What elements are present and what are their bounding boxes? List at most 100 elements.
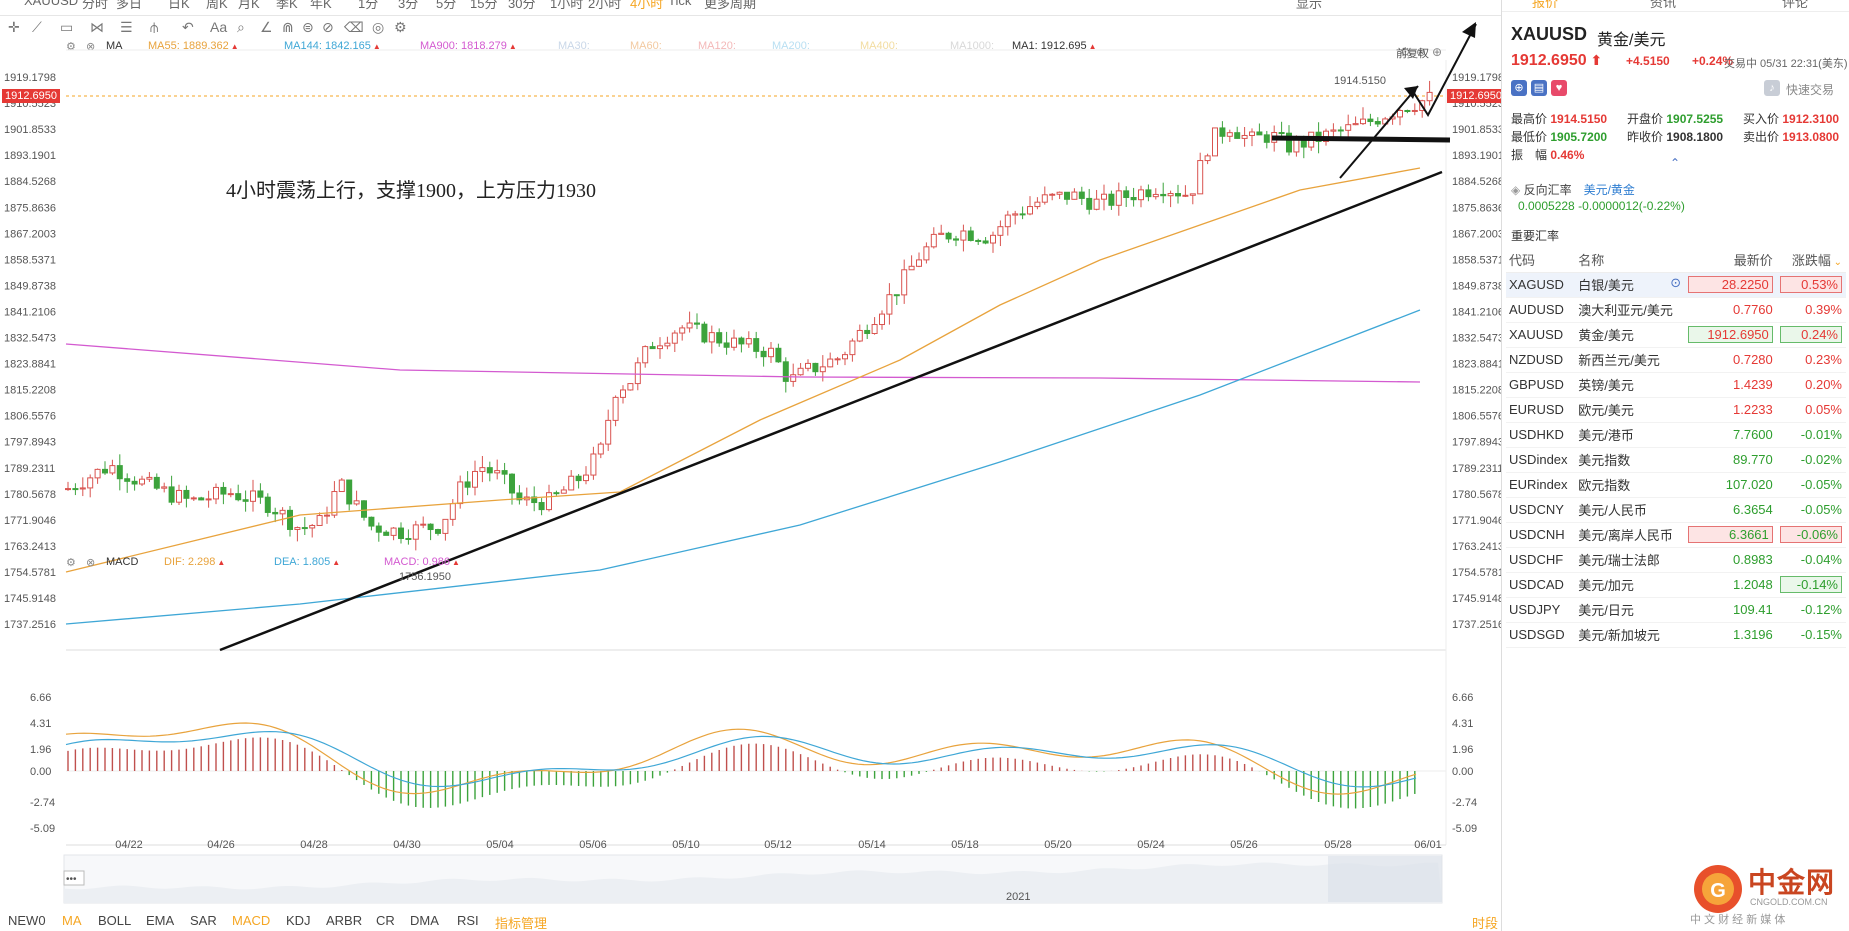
- price-axis-label-right: 1771.9046: [1452, 515, 1501, 527]
- timeframe-16[interactable]: Tick: [668, 0, 692, 8]
- indicator-tab-10[interactable]: RSI: [457, 913, 479, 928]
- timeframe-15[interactable]: 4小时: [630, 0, 664, 11]
- quote-tab-2[interactable]: 评论: [1782, 0, 1809, 10]
- indicator-tab-0[interactable]: NEW0: [8, 913, 46, 928]
- col-price[interactable]: 最新价: [1685, 248, 1777, 273]
- text-tool-icon[interactable]: Aa: [210, 19, 228, 35]
- fib-tool-icon[interactable]: ⋈: [90, 19, 104, 35]
- timeframe-13[interactable]: 1小时: [550, 0, 584, 11]
- timeframe-5[interactable]: 月K: [238, 0, 260, 11]
- timeframe-4[interactable]: 周K: [206, 0, 228, 11]
- line-tool-icon[interactable]: ⟋: [32, 19, 42, 35]
- ma-settings-icon[interactable]: ⚙: [66, 41, 76, 53]
- adjust-mode[interactable]: 前复权: [1396, 48, 1429, 60]
- candle-body: [923, 246, 930, 261]
- rate-row[interactable]: XAGUSD 白银/美元 ⊙ 28.2250 0.53%: [1506, 272, 1846, 298]
- indicator-tab-11[interactable]: 指标管理: [495, 916, 548, 931]
- timeframe-3[interactable]: 日K: [168, 0, 190, 11]
- session-button[interactable]: 时段: [1472, 916, 1499, 931]
- timeframe-14[interactable]: 2小时: [588, 0, 622, 11]
- collapse-icon[interactable]: ⌃: [1670, 156, 1681, 170]
- indicator-tab-4[interactable]: SAR: [190, 913, 217, 928]
- indicator-tab-2[interactable]: BOLL: [98, 913, 132, 928]
- measure-icon[interactable]: ⌕: [237, 19, 245, 35]
- timeframe-7[interactable]: 年K: [310, 0, 332, 11]
- candle-body: [1064, 191, 1070, 200]
- display-menu[interactable]: 显示: [1296, 0, 1323, 11]
- price-axis-label-right: 1815.2208: [1452, 385, 1501, 397]
- ma-title[interactable]: MA: [106, 40, 123, 52]
- indicator-tab-9[interactable]: DMA: [410, 913, 439, 928]
- macd-title[interactable]: MACD: [106, 556, 139, 568]
- document-icon[interactable]: ▤: [1531, 80, 1547, 96]
- timeframe-8[interactable]: 1分: [358, 0, 379, 11]
- lock-icon[interactable]: ⊜: [302, 19, 314, 35]
- indicator-tab-6[interactable]: KDJ: [286, 913, 311, 928]
- rate-row[interactable]: USDindex 美元指数 89.770 -0.02%: [1506, 447, 1846, 473]
- macd-axis-label-right: 1.96: [1452, 744, 1473, 756]
- rate-row[interactable]: AUDUSD 澳大利亚元/美元 0.7760 0.39%: [1506, 297, 1846, 323]
- rate-row[interactable]: USDSGD 美元/新加坡元 1.3196 -0.15%: [1506, 622, 1846, 648]
- col-pct[interactable]: 涨跌幅 ⌄: [1776, 248, 1846, 273]
- timeframe-9[interactable]: 3分: [398, 0, 419, 11]
- ruler-icon[interactable]: ∠: [260, 19, 273, 35]
- indicator-tab-8[interactable]: CR: [376, 913, 395, 928]
- candle-body: [301, 527, 308, 530]
- rate-row[interactable]: XAUUSD 黄金/美元 1912.6950 0.24%: [1506, 322, 1846, 348]
- bell-icon[interactable]: ♪: [1764, 80, 1780, 96]
- macd-settings-icon[interactable]: ⚙: [66, 557, 76, 569]
- timeframe-11[interactable]: 15分: [470, 0, 498, 11]
- rate-row[interactable]: USDCNY 美元/人民币 6.3654 -0.05%: [1506, 497, 1846, 523]
- crosshair-icon[interactable]: ✛: [8, 19, 20, 35]
- magnet-icon[interactable]: ⋒: [282, 19, 294, 35]
- globe-icon[interactable]: ⊕: [1511, 80, 1527, 96]
- candle-body: [324, 514, 330, 517]
- timeframe-1[interactable]: 分时: [82, 0, 109, 11]
- timeframe-10[interactable]: 5分: [436, 0, 457, 11]
- timeframe-6[interactable]: 季K: [276, 0, 298, 11]
- delete-icon[interactable]: ⌫: [344, 19, 364, 35]
- timeframe-17[interactable]: 更多周期: [704, 0, 757, 11]
- indicator-tab-5[interactable]: MACD: [232, 913, 271, 928]
- quote-tab-0[interactable]: 报价: [1532, 0, 1559, 10]
- rate-row[interactable]: USDCNH 美元/离岸人民币 6.3661 -0.06%: [1506, 522, 1846, 548]
- rate-row[interactable]: USDHKD 美元/港币 7.7600 -0.01%: [1506, 422, 1846, 448]
- rate-price: 109.41: [1685, 597, 1777, 623]
- rate-name: 美元/人民币: [1575, 497, 1686, 523]
- candle-body: [1241, 134, 1248, 139]
- timeframe-2[interactable]: 多日: [116, 0, 143, 11]
- shape-tool-icon[interactable]: ▭: [60, 19, 74, 35]
- rate-row[interactable]: USDCAD 美元/加元 1.2048 -0.14%: [1506, 572, 1846, 598]
- hide-icon[interactable]: ⊘: [322, 19, 334, 35]
- sort-desc-icon[interactable]: ⌄: [1830, 257, 1842, 269]
- rate-row[interactable]: EURindex 欧元指数 107.020 -0.05%: [1506, 472, 1846, 498]
- arrow-tool-icon[interactable]: ↶: [182, 19, 194, 35]
- rate-row[interactable]: GBPUSD 英镑/美元 1.4239 0.20%: [1506, 372, 1846, 398]
- settings-icon[interactable]: ⚙: [394, 19, 407, 35]
- quote-tab-1[interactable]: 资讯: [1650, 0, 1677, 10]
- rate-row[interactable]: USDJPY 美元/日元 109.41 -0.12%: [1506, 597, 1846, 623]
- channel-tool-icon[interactable]: ☰: [120, 19, 133, 35]
- eye-icon[interactable]: ◎: [372, 19, 385, 35]
- ma-close-icon[interactable]: ⊗: [86, 41, 96, 53]
- rates-section-title: 重要汇率: [1511, 229, 1560, 243]
- timeframe-12[interactable]: 30分: [508, 0, 536, 11]
- up-triangle-icon: ▲: [372, 42, 381, 51]
- target-icon[interactable]: ⊙: [1670, 275, 1682, 290]
- candle-body: [346, 479, 353, 505]
- price-axis-label-right: 1849.8738: [1452, 280, 1501, 292]
- candle-body: [449, 503, 456, 520]
- rate-row[interactable]: NZDUSD 新西兰元/美元 0.7280 0.23%: [1506, 347, 1846, 373]
- macd-close-icon[interactable]: ⊗: [86, 557, 96, 569]
- quick-trade-button[interactable]: 快速交易: [1786, 83, 1835, 97]
- pitchfork-icon[interactable]: ⫛: [150, 19, 159, 35]
- timeframe-0[interactable]: XAUUSD: [24, 0, 79, 8]
- ma900-line: [65, 343, 1421, 383]
- indicator-tab-3[interactable]: EMA: [146, 913, 175, 928]
- indicator-tab-7[interactable]: ARBR: [326, 913, 363, 928]
- heart-icon[interactable]: ♥: [1551, 80, 1567, 96]
- rate-row[interactable]: EURUSD 欧元/美元 1.2233 0.05%: [1506, 397, 1846, 423]
- indicator-tab-1[interactable]: MA: [62, 913, 82, 928]
- rate-row[interactable]: USDCHF 美元/瑞士法郎 0.8983 -0.04%: [1506, 547, 1846, 573]
